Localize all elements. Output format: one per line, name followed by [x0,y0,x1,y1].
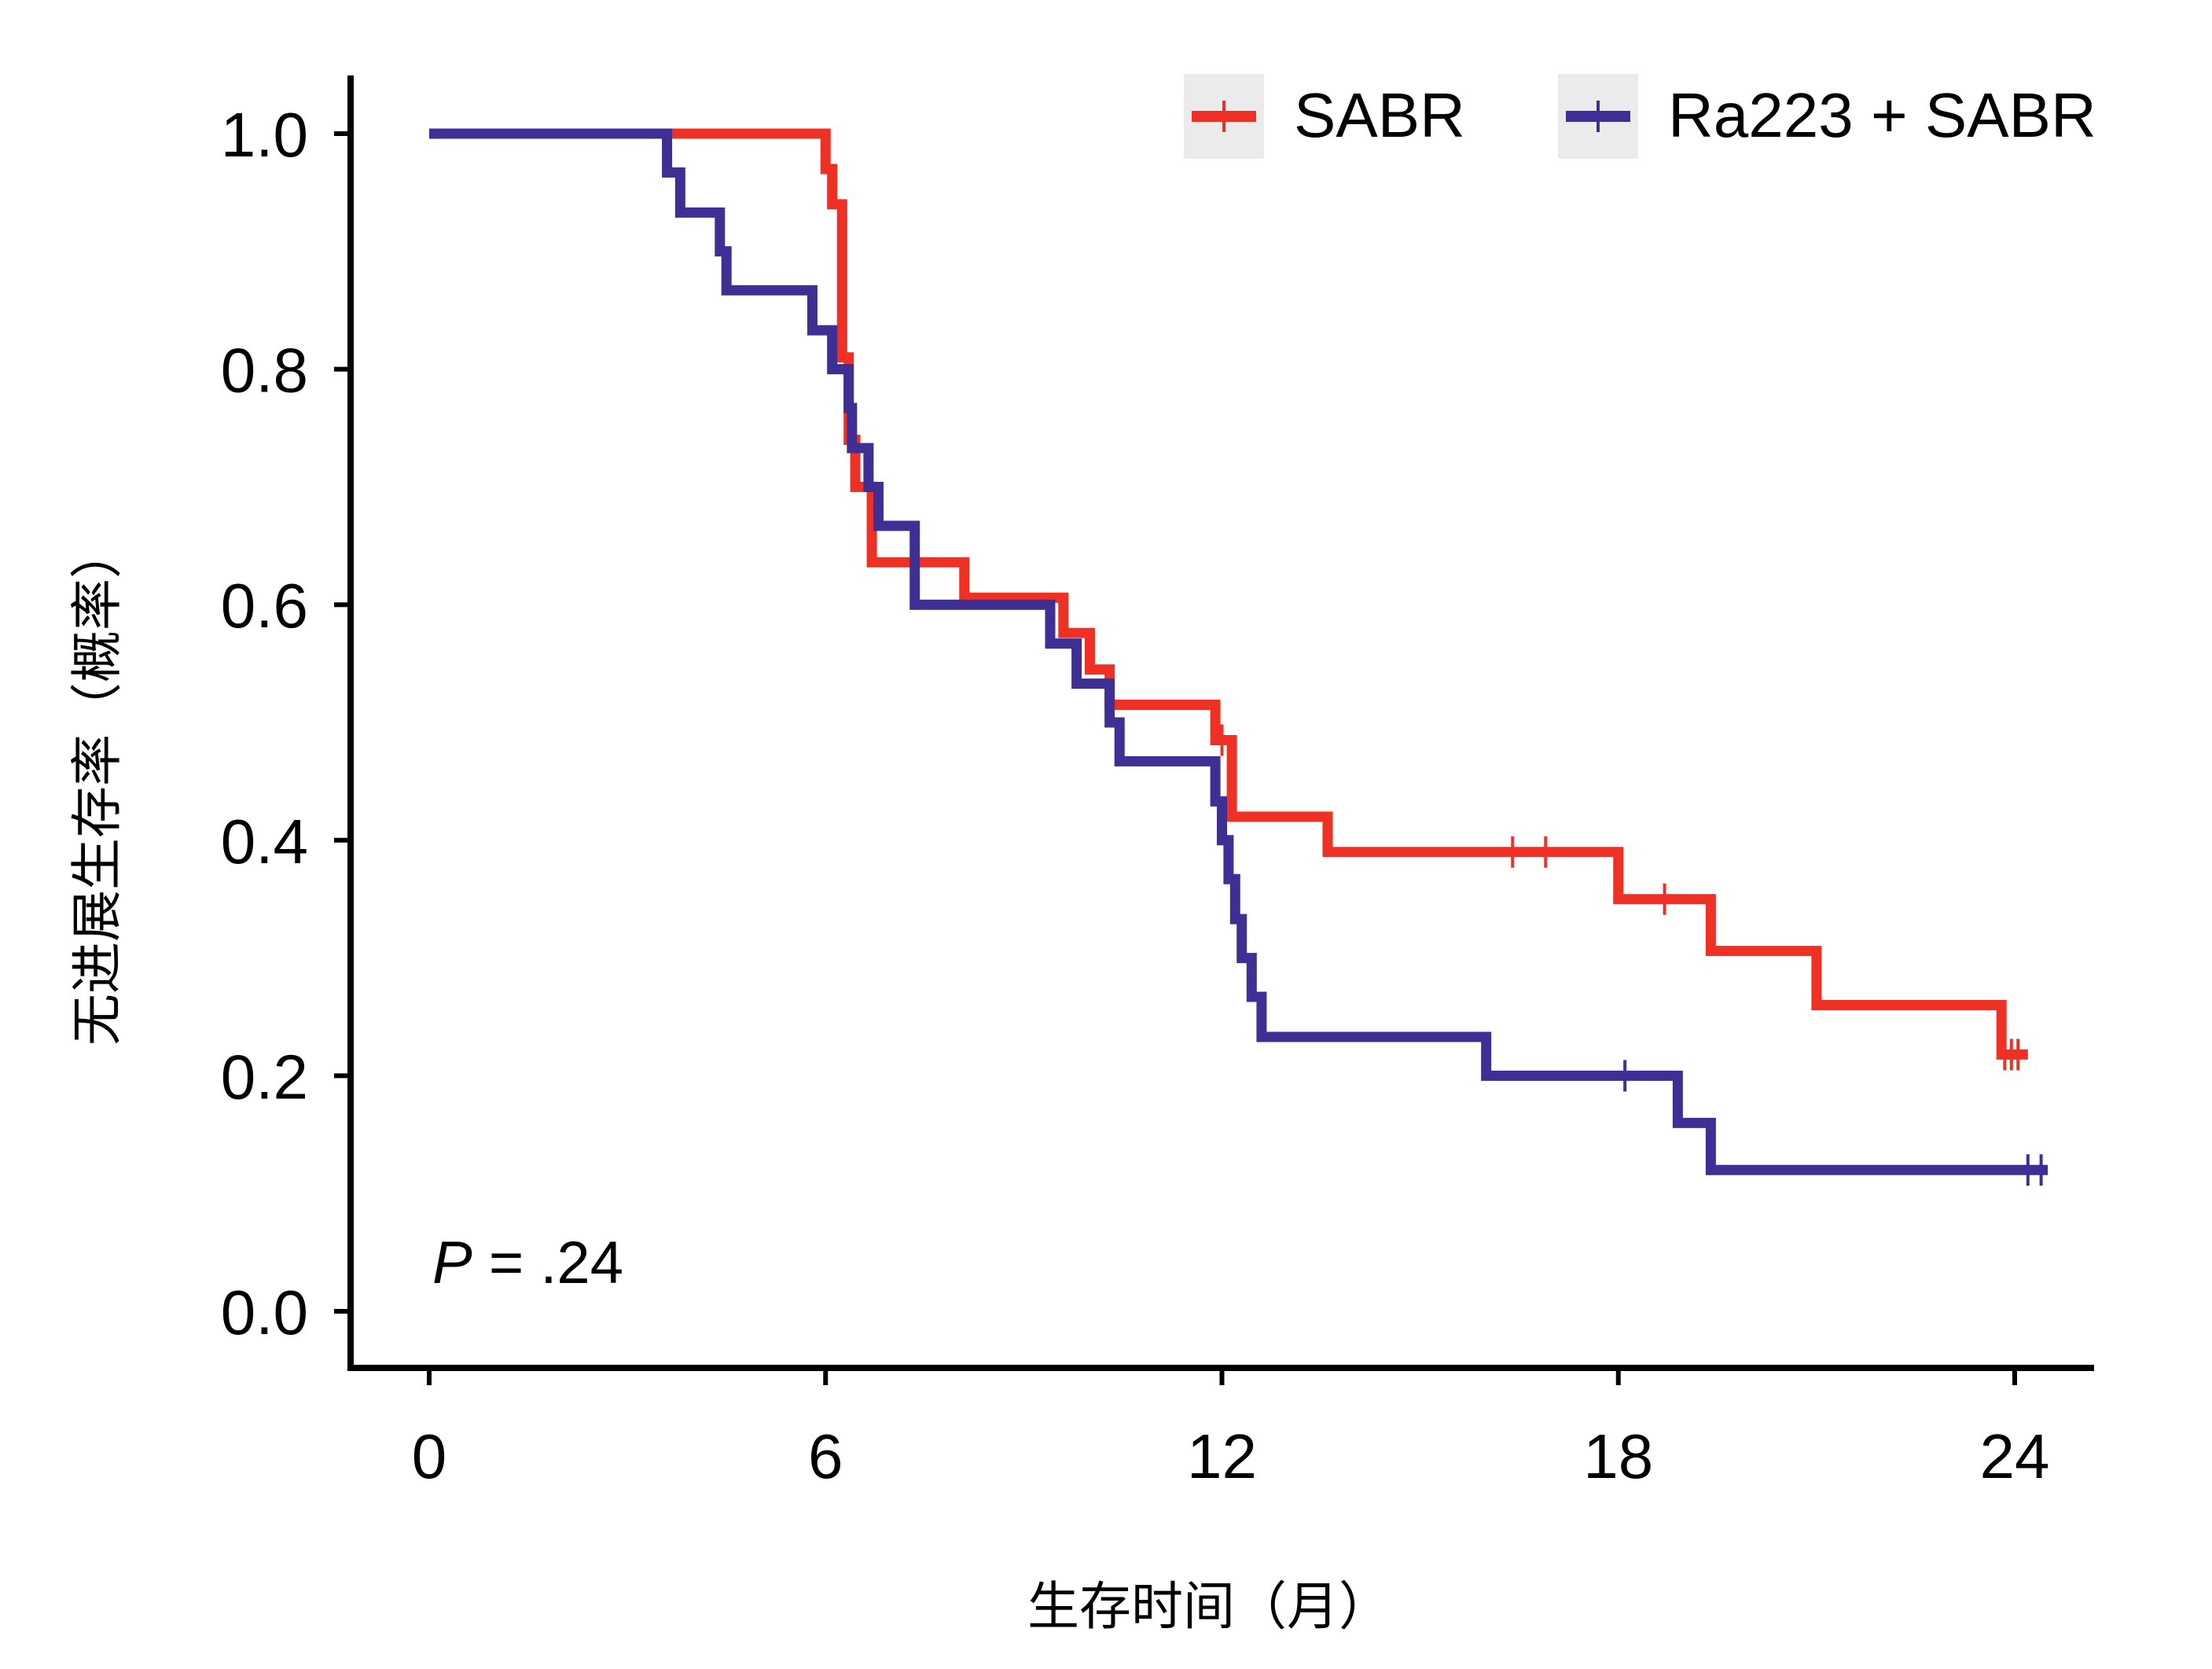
x-axis-title: 生存时间（月） [1027,1576,1391,1637]
y-tick-label: 1.0 [221,100,308,170]
x-tick-label: 0 [412,1421,447,1491]
series-line-sabr [429,128,2028,1060]
x-tick-label: 18 [1583,1421,1653,1491]
legend: SABR Ra223 + SABR [1184,74,2096,159]
x-tick-label: 6 [808,1421,843,1491]
p-value-annotation: P = .24 [432,1230,623,1296]
legend-label-sabr: SABR [1294,80,1465,150]
y-tick-label: 0.4 [221,807,308,877]
p-value-symbol: P [432,1230,472,1296]
legend-label-ra223-sabr: Ra223 + SABR [1668,80,2096,150]
y-tick-label: 0.0 [221,1277,308,1347]
y-tick-label: 0.6 [221,571,308,641]
series-layer [429,128,2048,1186]
y-ticks: 0.0 0.2 0.4 0.6 0.8 1.0 [221,100,351,1347]
x-tick-label: 24 [1980,1421,2050,1491]
y-tick-label: 0.8 [221,336,308,406]
x-ticks: 0 6 12 18 24 [412,1368,2050,1491]
x-tick-label: 12 [1187,1421,1257,1491]
y-axis-title: 无进展生存率（概率） [67,527,127,1046]
y-tick-label: 0.2 [221,1042,308,1112]
p-value-text: = .24 [472,1230,623,1296]
series-line-ra223-sabr [429,128,2048,1175]
